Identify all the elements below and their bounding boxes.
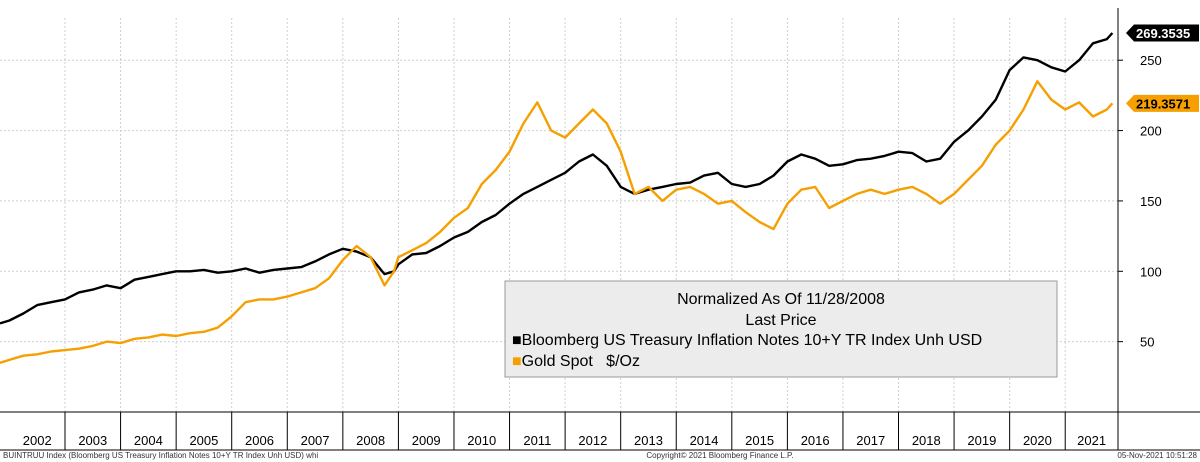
x-year-label: 2011 <box>523 433 551 448</box>
legend: Normalized As Of 11/28/2008 Last Price ■… <box>504 280 1058 378</box>
y-tick-label: 50 <box>1140 335 1154 350</box>
footer-timestamp: 05-Nov-2021 10:51:28 <box>1117 451 1197 460</box>
legend-title: Normalized As Of 11/28/2008 <box>677 291 885 308</box>
last-value-tag <box>1126 94 1199 112</box>
x-year-label: 2009 <box>412 433 441 448</box>
series-line-tips <box>0 32 1114 325</box>
legend-marker-tips: ■ <box>512 332 522 349</box>
x-year-label: 2017 <box>856 433 885 448</box>
y-tick-label: 100 <box>1140 264 1162 279</box>
legend-subtitle: Last Price <box>745 312 816 329</box>
x-year-label: 2004 <box>134 433 163 448</box>
x-year-label: 2006 <box>245 433 274 448</box>
x-year-label: 2015 <box>745 433 774 448</box>
legend-box <box>504 280 1058 378</box>
x-year-label: 2008 <box>356 433 385 448</box>
x-year-label: 2021 <box>1077 433 1106 448</box>
y-tick-label: 250 <box>1140 53 1162 68</box>
x-year-label: 2010 <box>467 433 496 448</box>
last-value-text: 219.3571 <box>1136 96 1190 111</box>
x-year-label: 2018 <box>912 433 941 448</box>
legend-marker-gold: ■ <box>512 353 522 370</box>
y-tick-label: 150 <box>1140 194 1162 209</box>
legend-label-tips: Bloomberg US Treasury Inflation Notes 10… <box>522 332 983 349</box>
x-year-label: 2013 <box>634 433 663 448</box>
x-year-label: 2003 <box>78 433 107 448</box>
last-value-text: 269.3535 <box>1136 26 1190 41</box>
axes: 50 100 150 200 250 2002 2003 2004 2005 2006 2007 20… <box>0 8 1200 451</box>
series-line-gold <box>0 80 1114 364</box>
y-tick-label: 200 <box>1140 124 1162 139</box>
last-value-tips: 269.3535 <box>1126 24 1199 42</box>
x-year-label: 2007 <box>301 433 330 448</box>
footer: BUINTRUU Index (Bloomberg US Treasury In… <box>3 451 1198 460</box>
series-layer <box>0 32 1114 364</box>
last-value-tag <box>1126 24 1199 42</box>
last-value-labels: 269.3535 219.3571 <box>1126 24 1199 112</box>
legend-label-gold: Gold Spot $/Oz <box>522 353 640 370</box>
legend-entry-tips: ■Bloomberg US Treasury Inflation Notes 1… <box>512 332 982 349</box>
last-value-gold: 219.3571 <box>1126 94 1199 112</box>
x-year-label: 2005 <box>189 433 218 448</box>
footer-copyright: Copyright© 2021 Bloomberg Finance L.P. <box>646 451 793 460</box>
x-year-label: 2012 <box>578 433 607 448</box>
x-year-label: 2016 <box>801 433 830 448</box>
legend-entry-gold: ■Gold Spot $/Oz <box>512 353 640 370</box>
x-year-label: 2014 <box>690 433 719 448</box>
x-year-label: 2019 <box>967 433 996 448</box>
x-year-label: 2002 <box>23 433 52 448</box>
footer-source: BUINTRUU Index (Bloomberg US Treasury In… <box>3 451 318 460</box>
x-year-label: 2020 <box>1023 433 1052 448</box>
